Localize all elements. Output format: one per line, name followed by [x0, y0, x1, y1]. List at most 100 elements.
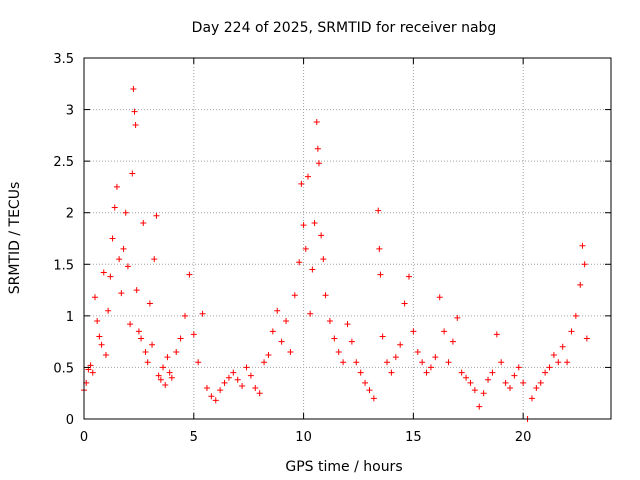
data-point	[533, 385, 540, 392]
data-point	[362, 379, 369, 386]
data-point	[89, 369, 96, 376]
data-point	[376, 245, 383, 252]
data-point	[388, 369, 395, 376]
data-point	[300, 222, 307, 229]
data-point	[113, 183, 120, 190]
data-point	[96, 333, 103, 340]
data-point	[445, 359, 452, 366]
data-point	[298, 180, 305, 187]
data-point	[131, 108, 138, 115]
data-point	[379, 333, 386, 340]
data-point	[155, 372, 162, 379]
data-point	[116, 256, 123, 263]
data-point	[449, 338, 456, 345]
data-point	[307, 310, 314, 317]
data-point	[377, 271, 384, 278]
data-point	[375, 207, 382, 214]
data-point	[432, 354, 439, 361]
data-point	[489, 369, 496, 376]
data-point	[221, 379, 228, 386]
data-point	[138, 335, 145, 342]
data-point	[485, 376, 492, 383]
data-point	[124, 263, 131, 270]
data-point	[304, 173, 311, 180]
data-point	[195, 359, 202, 366]
data-point	[471, 387, 478, 394]
data-point	[318, 232, 325, 239]
data-point	[122, 209, 129, 216]
data-point	[331, 335, 338, 342]
data-point	[309, 266, 316, 273]
y-tick-label: 2	[66, 207, 74, 222]
data-point	[506, 385, 513, 392]
data-point	[511, 372, 518, 379]
x-tick-label: 15	[405, 430, 422, 445]
data-point	[550, 352, 557, 359]
data-point	[140, 220, 147, 227]
y-tick-label: 0.5	[53, 361, 74, 376]
data-point	[287, 348, 294, 355]
data-point	[313, 118, 320, 125]
data-point	[467, 379, 474, 386]
data-point	[427, 364, 434, 371]
data-point	[296, 259, 303, 266]
data-point	[291, 292, 298, 299]
data-point	[353, 359, 360, 366]
data-point	[579, 242, 586, 249]
data-point	[370, 395, 377, 402]
y-tick-label: 3	[66, 104, 74, 119]
data-point	[135, 328, 142, 335]
y-tick-label: 2.5	[53, 155, 74, 170]
x-axis-label: GPS time / hours	[285, 459, 402, 475]
data-point	[401, 300, 408, 307]
data-point	[160, 364, 167, 371]
data-point	[340, 359, 347, 366]
data-point	[559, 343, 566, 350]
data-point	[153, 212, 160, 219]
data-point	[87, 362, 94, 369]
x-tick-label: 10	[295, 430, 312, 445]
data-point	[520, 379, 527, 386]
plot-frame	[83, 57, 612, 420]
data-point	[555, 359, 562, 366]
data-point	[129, 170, 136, 177]
data-point	[265, 352, 272, 359]
data-point	[142, 348, 149, 355]
data-point	[151, 256, 158, 263]
data-point	[366, 387, 373, 394]
data-point	[162, 381, 169, 388]
data-point	[199, 310, 206, 317]
x-tick-label: 20	[515, 430, 532, 445]
data-point	[212, 397, 219, 404]
data-point	[577, 281, 584, 288]
data-point	[583, 335, 590, 342]
data-point	[302, 245, 309, 252]
y-axis-label: SRMTID / TECUs	[7, 182, 23, 295]
data-point	[546, 364, 553, 371]
data-point	[542, 369, 549, 376]
data-point	[278, 338, 285, 345]
data-point	[515, 364, 522, 371]
data-point	[322, 292, 329, 299]
data-point	[239, 382, 246, 389]
data-point	[572, 312, 579, 319]
data-point	[441, 328, 448, 335]
data-point	[168, 374, 175, 381]
data-point	[269, 328, 276, 335]
data-point	[326, 318, 333, 325]
data-point	[320, 256, 327, 263]
data-point	[528, 395, 535, 402]
data-point	[436, 294, 443, 301]
data-point	[105, 307, 112, 314]
data-point	[177, 335, 184, 342]
data-point	[419, 359, 426, 366]
data-point	[203, 385, 210, 392]
data-point	[243, 364, 250, 371]
data-point	[111, 204, 118, 211]
data-point	[564, 359, 571, 366]
data-point	[208, 393, 215, 400]
data-point	[182, 312, 189, 319]
data-point	[384, 359, 391, 366]
data-point	[149, 341, 156, 348]
